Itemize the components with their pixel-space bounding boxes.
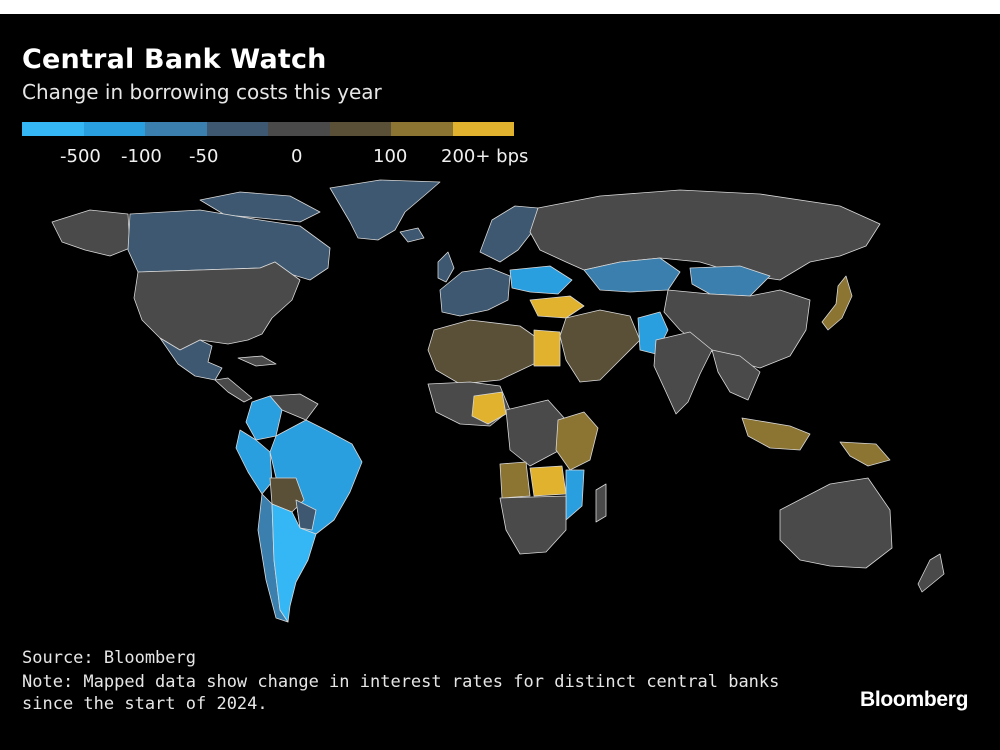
region-middle-east bbox=[559, 309, 641, 383]
legend-swatch-6 bbox=[391, 122, 453, 136]
region-southern-africa bbox=[499, 495, 567, 555]
chart-title: Central Bank Watch bbox=[22, 44, 327, 75]
region-angola bbox=[499, 461, 531, 499]
region-china bbox=[663, 289, 811, 369]
legend-swatch-2 bbox=[145, 122, 207, 136]
region-indonesia bbox=[741, 417, 811, 451]
region-australia bbox=[779, 477, 893, 569]
region-nigeria bbox=[471, 391, 507, 425]
note-line-1: Note: Mapped data show change in interes… bbox=[22, 672, 780, 692]
legend-color-scale bbox=[22, 122, 514, 136]
legend-tick-minus-50: -50 bbox=[189, 146, 219, 167]
legend-tick-200-plus: 200+ bps bbox=[441, 146, 529, 167]
region-east-africa bbox=[555, 411, 599, 471]
legend-swatch-0 bbox=[22, 122, 84, 136]
region-southeast-asia bbox=[711, 349, 761, 401]
legend-swatch-5 bbox=[329, 122, 391, 136]
region-india bbox=[653, 331, 713, 415]
region-iceland bbox=[399, 227, 425, 243]
note-line-2: since the start of 2024. bbox=[22, 694, 268, 714]
chart-subtitle: Change in borrowing costs this year bbox=[22, 80, 382, 104]
region-egypt bbox=[533, 329, 561, 367]
region-central-america bbox=[214, 377, 253, 403]
legend-swatch-7 bbox=[452, 122, 514, 136]
region-ukraine bbox=[509, 265, 573, 295]
region-paraguay bbox=[295, 499, 317, 531]
region-cuba bbox=[237, 355, 277, 367]
region-papua-new-guinea bbox=[839, 441, 891, 467]
region-north-africa bbox=[427, 319, 541, 385]
region-europe-west bbox=[439, 267, 511, 317]
region-mexico bbox=[159, 337, 223, 381]
legend-swatch-1 bbox=[83, 122, 145, 136]
region-alaska bbox=[51, 209, 131, 257]
region-greenland bbox=[329, 179, 441, 241]
bloomberg-logo: Bloomberg bbox=[860, 688, 969, 711]
region-russia bbox=[529, 189, 881, 281]
region-kazakhstan bbox=[583, 257, 681, 293]
region-mozambique bbox=[565, 469, 585, 521]
legend-tick-minus-100: -100 bbox=[121, 146, 162, 167]
legend-tick-minus-500: -500 bbox=[60, 146, 101, 167]
region-uk bbox=[437, 251, 455, 283]
legend-swatch-3 bbox=[206, 122, 268, 136]
region-venezuela bbox=[269, 393, 319, 421]
top-band bbox=[0, 0, 1000, 14]
region-united-states bbox=[133, 261, 301, 351]
source-note: Source: Bloomberg bbox=[22, 648, 196, 668]
legend-swatch-4 bbox=[268, 122, 330, 136]
world-map bbox=[51, 179, 945, 623]
region-madagascar bbox=[595, 483, 607, 523]
region-turkey bbox=[529, 295, 585, 319]
region-peru bbox=[235, 429, 273, 495]
region-japan bbox=[821, 275, 853, 331]
region-new-zealand bbox=[917, 553, 945, 593]
region-argentina bbox=[271, 503, 317, 623]
legend-tick-zero: 0 bbox=[291, 146, 303, 167]
region-zambia bbox=[529, 465, 567, 497]
region-scandinavia bbox=[479, 205, 539, 263]
legend-tick-100: 100 bbox=[373, 146, 408, 167]
